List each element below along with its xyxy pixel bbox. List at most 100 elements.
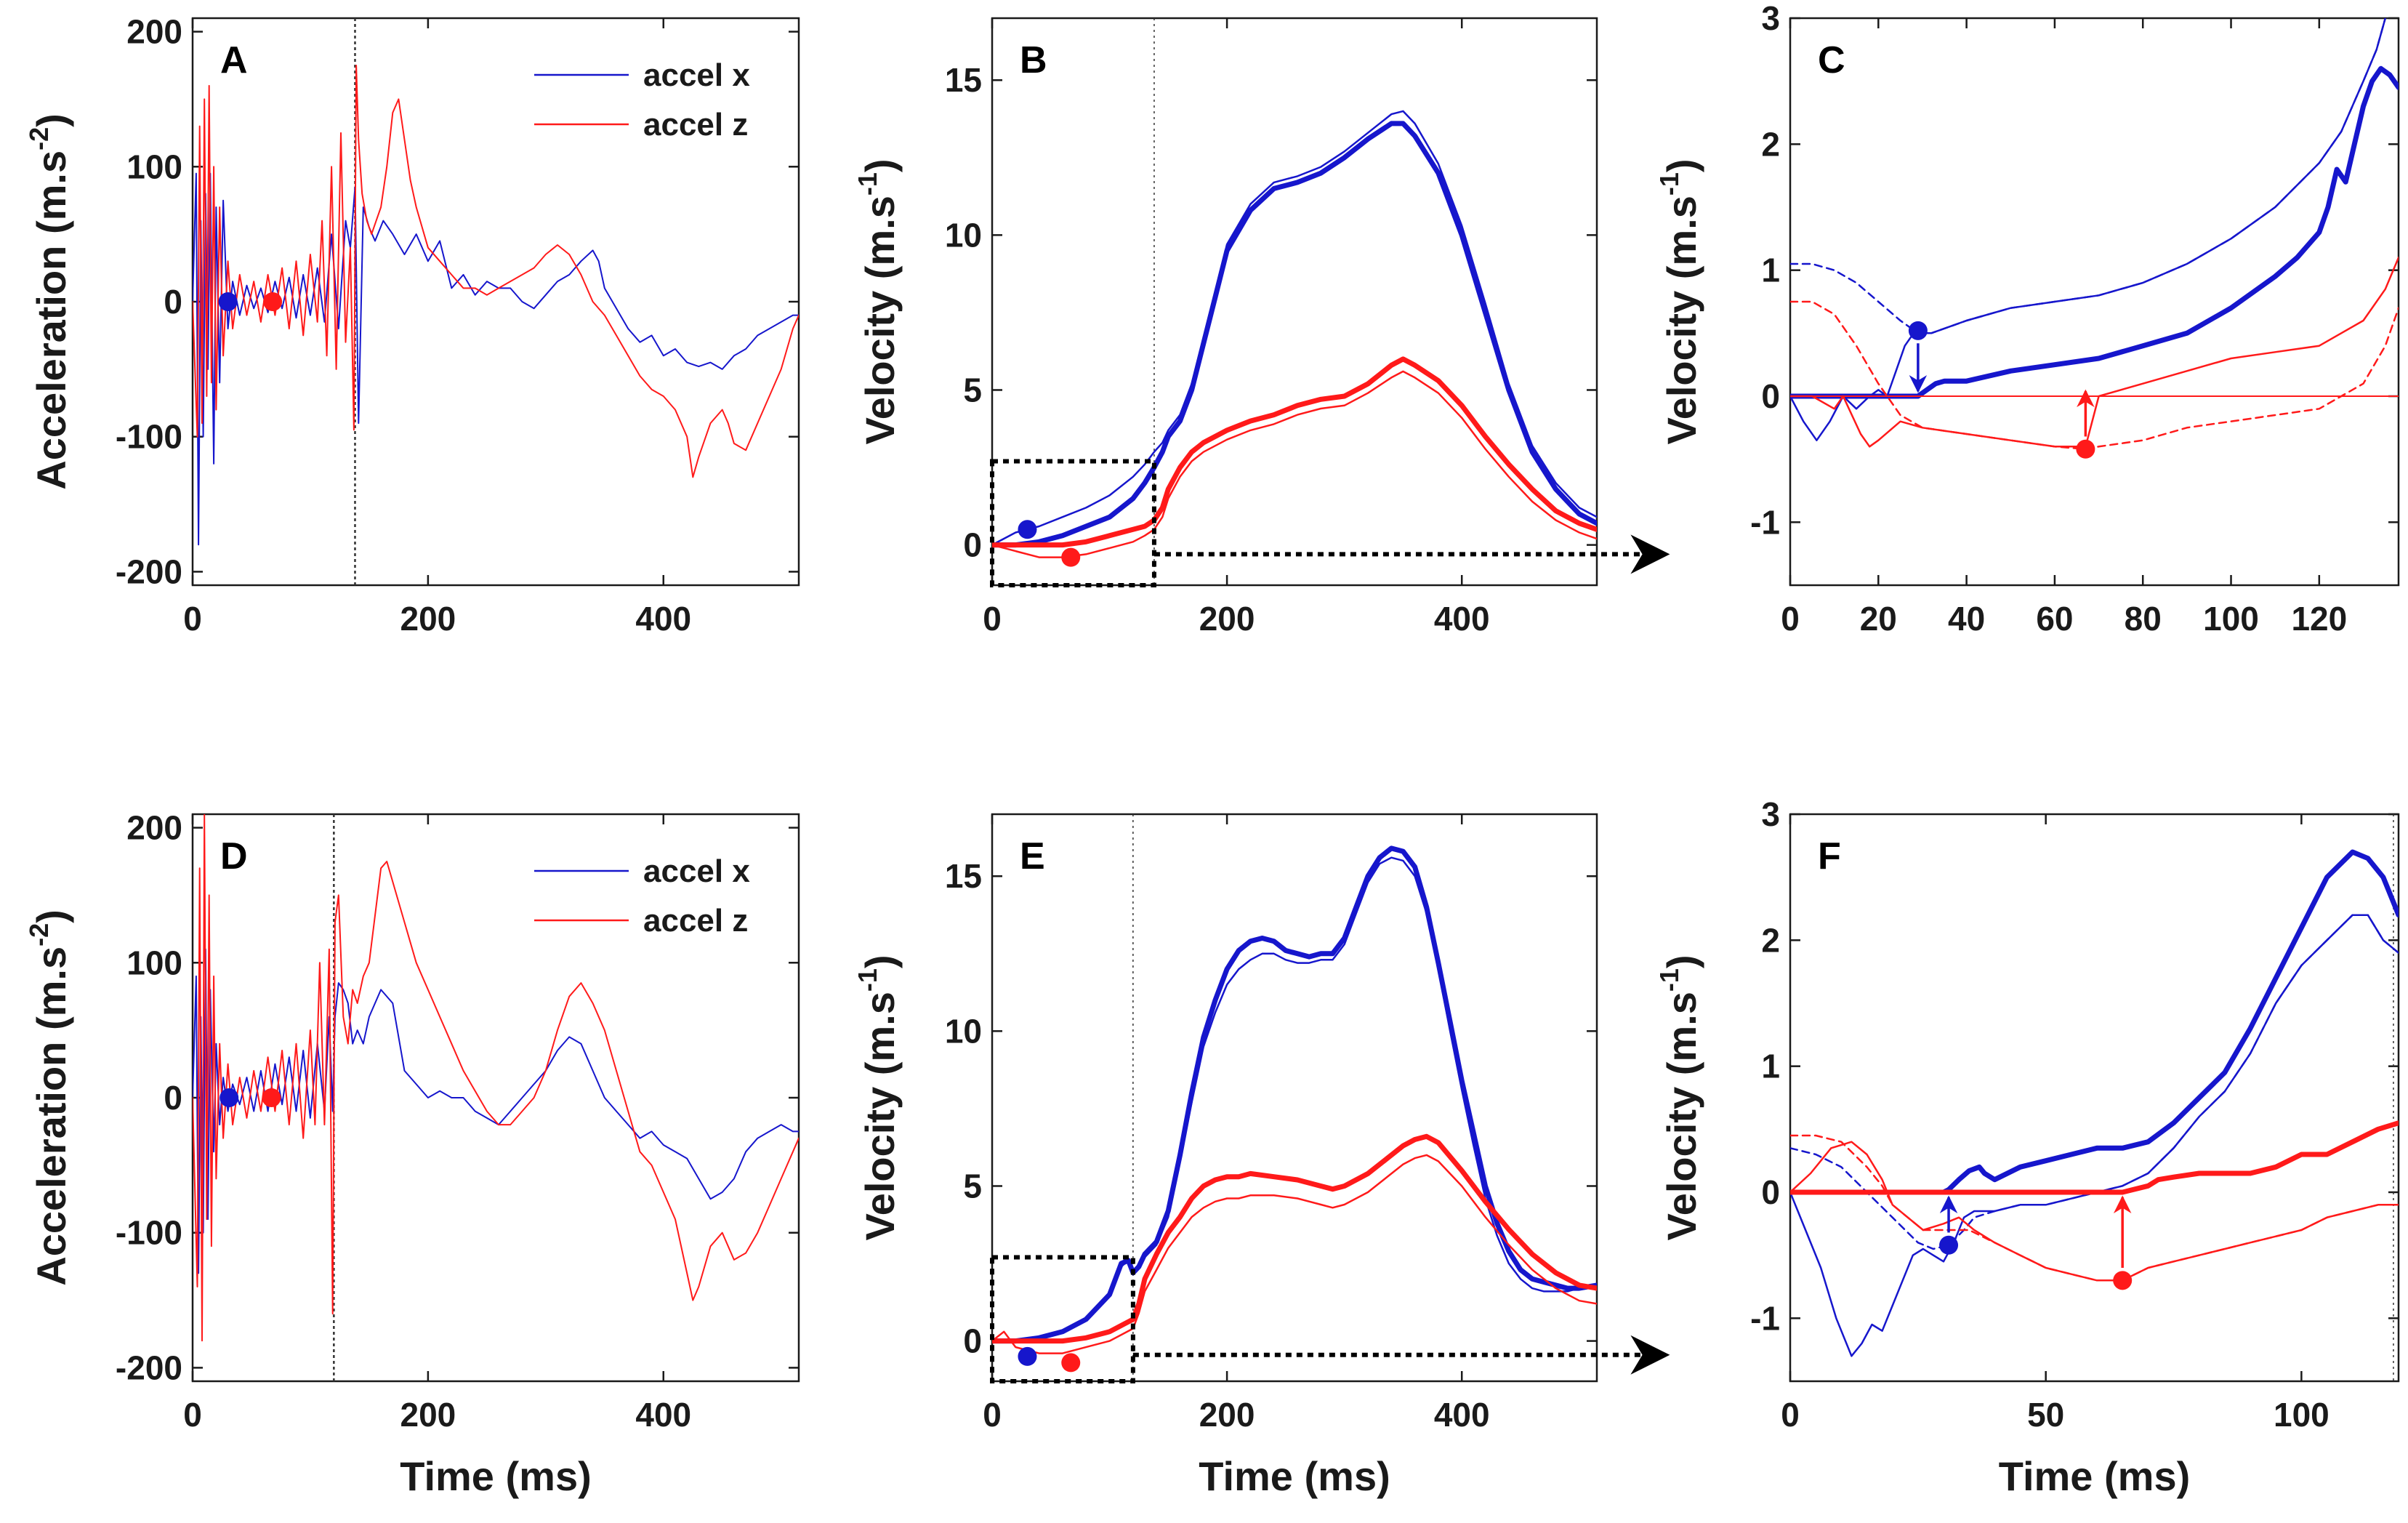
onset-marker-red-e [1061, 1353, 1081, 1373]
series-vx-dashed-f [1790, 914, 2399, 1250]
series-vz-thin-b [992, 370, 1597, 558]
legend-label-z-a: accel z [643, 107, 748, 142]
series-vz-thin-e [992, 1154, 1597, 1354]
legend-label-x-d: accel x [643, 853, 750, 889]
y-tick-label-d: 0 [164, 1079, 182, 1117]
onset-marker-blue-a [218, 292, 238, 311]
series-vz-thin-f [1790, 1141, 2399, 1282]
x-tick-label-e: 400 [1434, 1396, 1490, 1434]
series-group-b [992, 110, 1597, 558]
x-tick-label-c: 120 [2291, 600, 2347, 638]
series-vz-thick-e [992, 1133, 1597, 1344]
panel-label-d: D [220, 835, 248, 877]
y-tick-label-e: 15 [945, 857, 982, 895]
x-tick-label-b: 0 [983, 600, 1002, 638]
y-tick-label-a: 0 [164, 283, 182, 321]
series-vx-thin-e [992, 856, 1597, 1342]
onset-marker-blue-c [1908, 321, 1928, 340]
y-axis-label-d: Acceleration (m.s-2) [24, 909, 74, 1286]
x-tick-label-d: 200 [400, 1396, 456, 1434]
x-axis-label-d: Time (ms) [400, 1453, 591, 1499]
series-group-e [992, 845, 1597, 1354]
x-tick-label-f: 50 [2027, 1396, 2064, 1434]
panel-a: -200 -100 0 100 200 0 200 400 Acceleration (m.s-… [24, 13, 800, 638]
x-tick-label-c: 20 [1860, 600, 1897, 638]
x-tick-label-c: 0 [1781, 600, 1800, 638]
series-group-f [1790, 849, 2399, 1357]
onset-marker-red-b [1061, 547, 1081, 567]
series-vz-thick-b [992, 356, 1597, 548]
y-axis-label-c: Velocity (m.s-1) [1654, 158, 1704, 444]
x-tick-label-c: 60 [2036, 600, 2073, 638]
y-tick-label-a: -200 [116, 552, 182, 590]
y-tick-label-b: 15 [945, 61, 982, 99]
y-tick-label-d: -100 [116, 1214, 182, 1252]
y-tick-label-e: 5 [963, 1167, 982, 1205]
onset-marker-blue-e [1018, 1346, 1037, 1366]
axes-frame-c [1789, 17, 2400, 587]
legend-label-x-a: accel x [643, 57, 750, 93]
y-tick-label-c: 3 [1761, 0, 1780, 37]
x-tick-label-a: 0 [183, 600, 202, 638]
onset-marker-red-a [263, 292, 283, 311]
x-tick-label-c: 100 [2203, 600, 2259, 638]
series-vz-thin-c [1790, 257, 2399, 448]
series-accel-x-a [193, 172, 799, 546]
onset-marker-blue-b [1018, 520, 1037, 539]
panel-label-f: F [1818, 835, 1841, 877]
y-axis-label-f: Velocity (m.s-1) [1654, 955, 1704, 1240]
onset-marker-blue-d [220, 1088, 239, 1107]
series-vx-thick-c [1790, 65, 2399, 399]
y-tick-label-c: -1 [1750, 503, 1780, 541]
y-tick-label-a: 200 [126, 13, 182, 51]
x-tick-label-f: 0 [1781, 1396, 1800, 1434]
onset-marker-red-d [262, 1088, 281, 1107]
axes-frame-e [991, 813, 1598, 1383]
y-tick-label-b: 0 [963, 526, 982, 564]
panel-label-e: E [1020, 835, 1045, 877]
legend-label-z-d: accel z [643, 903, 748, 939]
y-tick-label-f: 0 [1761, 1173, 1780, 1211]
y-tick-label-a: -100 [116, 418, 182, 456]
series-vz-thick-f [1790, 1120, 2399, 1195]
panel-d: -200 -100 0 100 200 0 200 400 Acceleration (m.s-… [24, 809, 800, 1499]
y-tick-label-c: 2 [1761, 125, 1780, 163]
axes-frame-f [1789, 813, 2400, 1383]
series-vz-dashed-c [1790, 300, 2399, 451]
panel-label-c: C [1818, 39, 1845, 81]
x-axis-label-f: Time (ms) [1999, 1453, 2190, 1499]
zoom-box-b [990, 459, 1156, 587]
panel-c: -1 0 1 2 3 0 20 40 60 80 100 120 Velocity (m.s-1) C [1654, 0, 2400, 638]
y-tick-label-a: 100 [126, 148, 182, 185]
x-axis-label-e: Time (ms) [1199, 1453, 1390, 1499]
series-vz-dashed-f [1790, 1134, 2399, 1282]
series-vx-thin-f [1790, 914, 2399, 1357]
zoom-box-e [990, 1255, 1135, 1383]
onset-marker-red-c [2076, 439, 2095, 459]
x-tick-label-d: 400 [635, 1396, 691, 1434]
y-tick-label-d: 100 [126, 944, 182, 981]
y-tick-label-f: 1 [1761, 1048, 1780, 1085]
x-tick-label-c: 80 [2125, 600, 2162, 638]
x-tick-label-e: 0 [983, 1396, 1002, 1434]
panel-label-b: B [1020, 39, 1047, 81]
y-axis-label-e: Velocity (m.s-1) [853, 955, 903, 1240]
series-accel-z-d [193, 814, 799, 1342]
y-tick-label-b: 5 [963, 371, 982, 409]
panel-e: 0 5 10 15 0 200 400 Velocity (m.s-1) Time (ms) E [853, 813, 1670, 1499]
series-vx-thick-e [992, 845, 1597, 1344]
x-tick-label-a: 200 [400, 600, 456, 638]
y-tick-label-e: 0 [963, 1322, 982, 1360]
y-tick-label-c: 0 [1761, 377, 1780, 415]
series-accel-x-d [193, 948, 799, 1274]
x-tick-label-f: 100 [2274, 1396, 2330, 1434]
x-tick-label-d: 0 [183, 1396, 202, 1434]
y-tick-label-d: 200 [126, 809, 182, 847]
y-tick-label-f: -1 [1750, 1299, 1780, 1337]
y-tick-label-c: 1 [1761, 252, 1780, 289]
y-axis-label-a: Acceleration (m.s-2) [24, 113, 74, 490]
y-tick-label-d: -200 [116, 1349, 182, 1386]
series-vx-thin-c [1790, 18, 2387, 441]
onset-marker-red-f [2113, 1271, 2133, 1290]
